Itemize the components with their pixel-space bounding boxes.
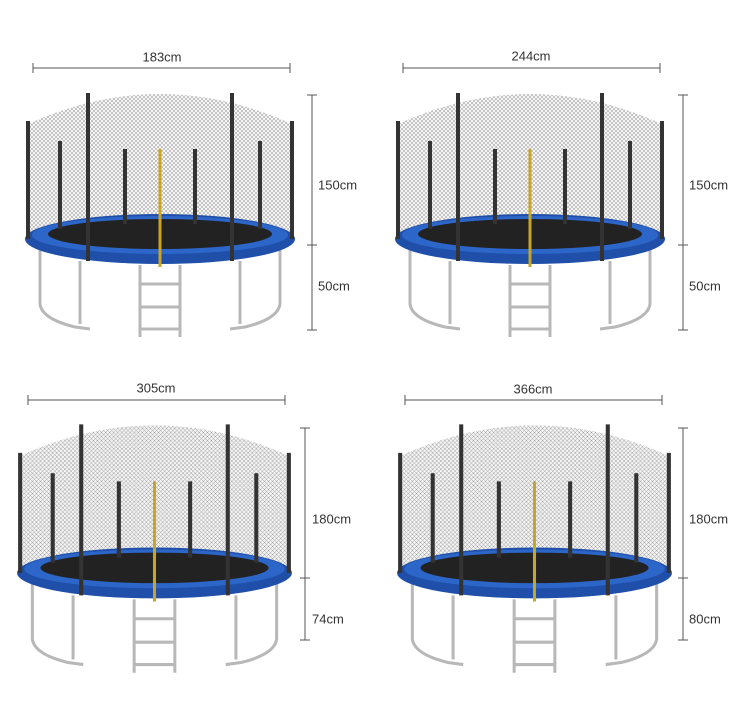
- trampoline: [17, 424, 292, 672]
- net-height-label: 180cm: [312, 511, 351, 526]
- leg-height-label: 80cm: [689, 611, 721, 626]
- width-label: 305cm: [136, 380, 175, 395]
- leg-height-label: 50cm: [318, 278, 350, 293]
- trampoline: [25, 93, 295, 337]
- dimension-lines: [27, 63, 688, 641]
- width-label: 366cm: [513, 381, 552, 396]
- leg-height-label: 50cm: [689, 278, 721, 293]
- width-label: 244cm: [511, 48, 550, 63]
- net-height-label: 180cm: [689, 511, 728, 526]
- leg-height-label: 74cm: [312, 611, 344, 626]
- width-label: 183cm: [142, 49, 181, 64]
- net-height-label: 150cm: [689, 177, 728, 192]
- trampoline: [397, 424, 672, 672]
- trampoline: [395, 93, 665, 337]
- net-height-label: 150cm: [318, 177, 357, 192]
